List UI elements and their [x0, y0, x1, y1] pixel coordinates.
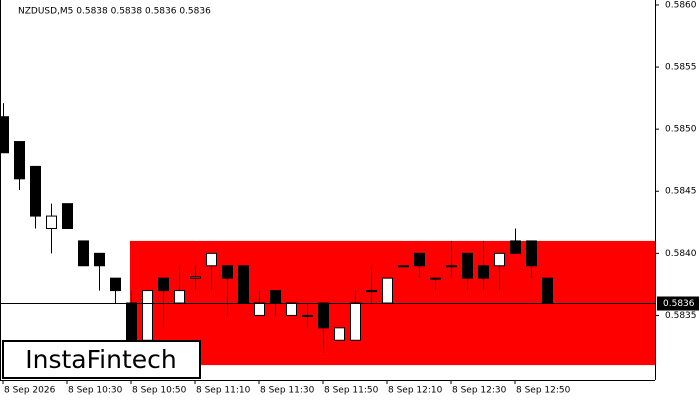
x-tick-label: 8 Sep 12:50	[516, 386, 571, 396]
candle-body	[158, 277, 169, 292]
x-tick-label: 8 Sep 2026	[4, 386, 56, 396]
candle-body	[446, 265, 457, 268]
candle-body	[542, 277, 553, 304]
candle-body	[30, 165, 41, 217]
candle-body	[430, 277, 441, 280]
x-tick-label: 8 Sep 10:30	[68, 386, 123, 396]
candle-body	[526, 240, 537, 267]
candle-body	[462, 252, 473, 279]
candle-body	[94, 252, 105, 267]
last-price-box	[657, 296, 699, 311]
logo-box	[2, 340, 201, 379]
y-tick-label: 0.5835	[665, 311, 697, 321]
candle-body	[350, 302, 361, 341]
candle-body	[14, 141, 25, 180]
candle-body	[494, 252, 505, 267]
candle-body	[414, 252, 425, 267]
logo: InstaFintech	[25, 345, 177, 374]
x-tick-label: 8 Sep 12:10	[388, 386, 443, 396]
plot-layer	[0, 103, 655, 366]
candle-body	[0, 116, 9, 154]
chart-title: NZDUSD,M5 0.5838 0.5838 0.5836 0.5836	[18, 7, 211, 17]
candle-body	[174, 290, 185, 304]
y-tick-label: 0.5855	[665, 63, 697, 73]
x-tick-label: 8 Sep 11:30	[260, 386, 315, 396]
x-tick-label: 8 Sep 10:50	[132, 386, 187, 396]
y-tick-label: 0.5860	[665, 0, 697, 10]
candle-body	[126, 302, 137, 341]
candle-body	[286, 302, 297, 316]
candle-body	[254, 302, 265, 316]
candle-body	[382, 277, 393, 304]
candle-body	[478, 265, 489, 279]
candle-body	[270, 290, 281, 304]
candle-body	[302, 314, 313, 317]
candle-body	[190, 276, 201, 279]
x-tick-label: 8 Sep 11:50	[324, 386, 379, 396]
y-tick-label: 0.5850	[665, 125, 697, 135]
last-price-label: 0.5836	[663, 299, 695, 309]
candle-body	[318, 302, 329, 329]
candle-body	[366, 290, 377, 293]
y-tick-label: 0.5845	[665, 187, 697, 197]
candle-body	[238, 265, 249, 304]
x-tick-label: 8 Sep 11:10	[196, 386, 251, 396]
candle-body	[110, 277, 121, 292]
candle-body	[398, 265, 409, 268]
y-tick-label: 0.5840	[665, 249, 697, 259]
candle-body	[78, 240, 89, 267]
candle-body	[222, 265, 233, 279]
candle-body	[206, 252, 217, 267]
x-tick-label: 8 Sep 12:30	[452, 386, 507, 396]
candle-body	[334, 327, 345, 341]
candle-body	[142, 290, 153, 341]
candle-body	[46, 215, 57, 229]
candle-body	[62, 203, 73, 229]
candle-body	[510, 240, 521, 254]
